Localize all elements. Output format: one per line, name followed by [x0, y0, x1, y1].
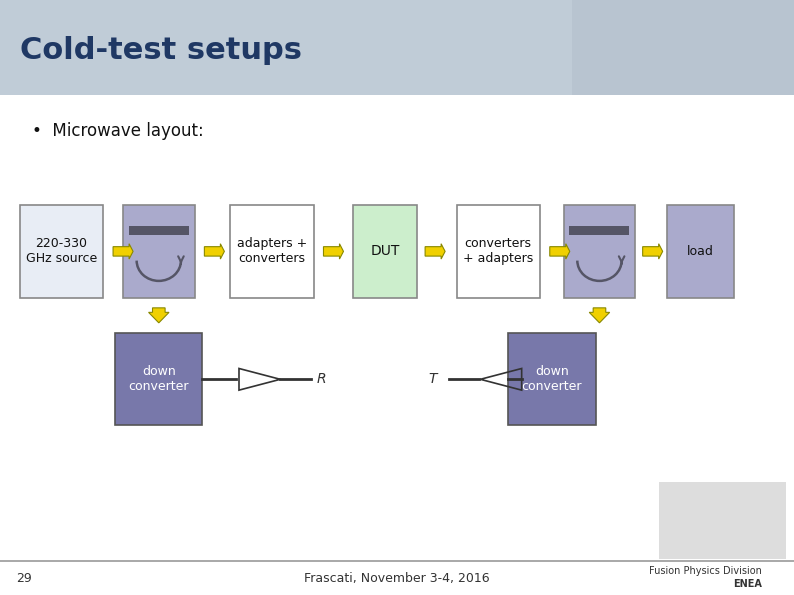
FancyBboxPatch shape — [129, 227, 189, 235]
Polygon shape — [204, 244, 225, 259]
Polygon shape — [148, 308, 169, 323]
Text: Cold-test setups: Cold-test setups — [20, 36, 302, 65]
FancyBboxPatch shape — [0, 0, 794, 95]
Polygon shape — [425, 244, 445, 259]
FancyBboxPatch shape — [0, 560, 794, 562]
FancyBboxPatch shape — [0, 0, 572, 95]
Text: adapters +
converters: adapters + converters — [237, 237, 307, 265]
FancyBboxPatch shape — [569, 227, 630, 235]
Text: Frascati, November 3-4, 2016: Frascati, November 3-4, 2016 — [304, 572, 490, 585]
FancyBboxPatch shape — [508, 333, 596, 425]
Polygon shape — [642, 244, 663, 259]
Text: ENEA: ENEA — [734, 580, 762, 589]
Polygon shape — [323, 244, 344, 259]
Polygon shape — [589, 308, 610, 323]
Polygon shape — [549, 244, 570, 259]
FancyBboxPatch shape — [123, 205, 195, 298]
Text: DUT: DUT — [371, 245, 399, 258]
Text: R: R — [317, 372, 326, 386]
FancyBboxPatch shape — [667, 205, 734, 298]
FancyBboxPatch shape — [457, 205, 540, 298]
Text: •  Microwave layout:: • Microwave layout: — [32, 122, 203, 140]
FancyBboxPatch shape — [115, 333, 202, 425]
FancyBboxPatch shape — [564, 205, 635, 298]
Text: down
converter: down converter — [522, 365, 582, 393]
Text: down
converter: down converter — [129, 365, 189, 393]
Text: converters
+ adapters: converters + adapters — [463, 237, 534, 265]
Text: T: T — [429, 372, 437, 386]
FancyBboxPatch shape — [659, 482, 786, 559]
Polygon shape — [113, 244, 133, 259]
Text: load: load — [688, 245, 714, 258]
FancyBboxPatch shape — [20, 205, 103, 298]
Text: Fusion Physics Division: Fusion Physics Division — [649, 566, 762, 576]
Text: 220-330
GHz source: 220-330 GHz source — [26, 237, 97, 265]
FancyBboxPatch shape — [230, 205, 314, 298]
FancyBboxPatch shape — [353, 205, 417, 298]
Text: 29: 29 — [16, 572, 32, 585]
